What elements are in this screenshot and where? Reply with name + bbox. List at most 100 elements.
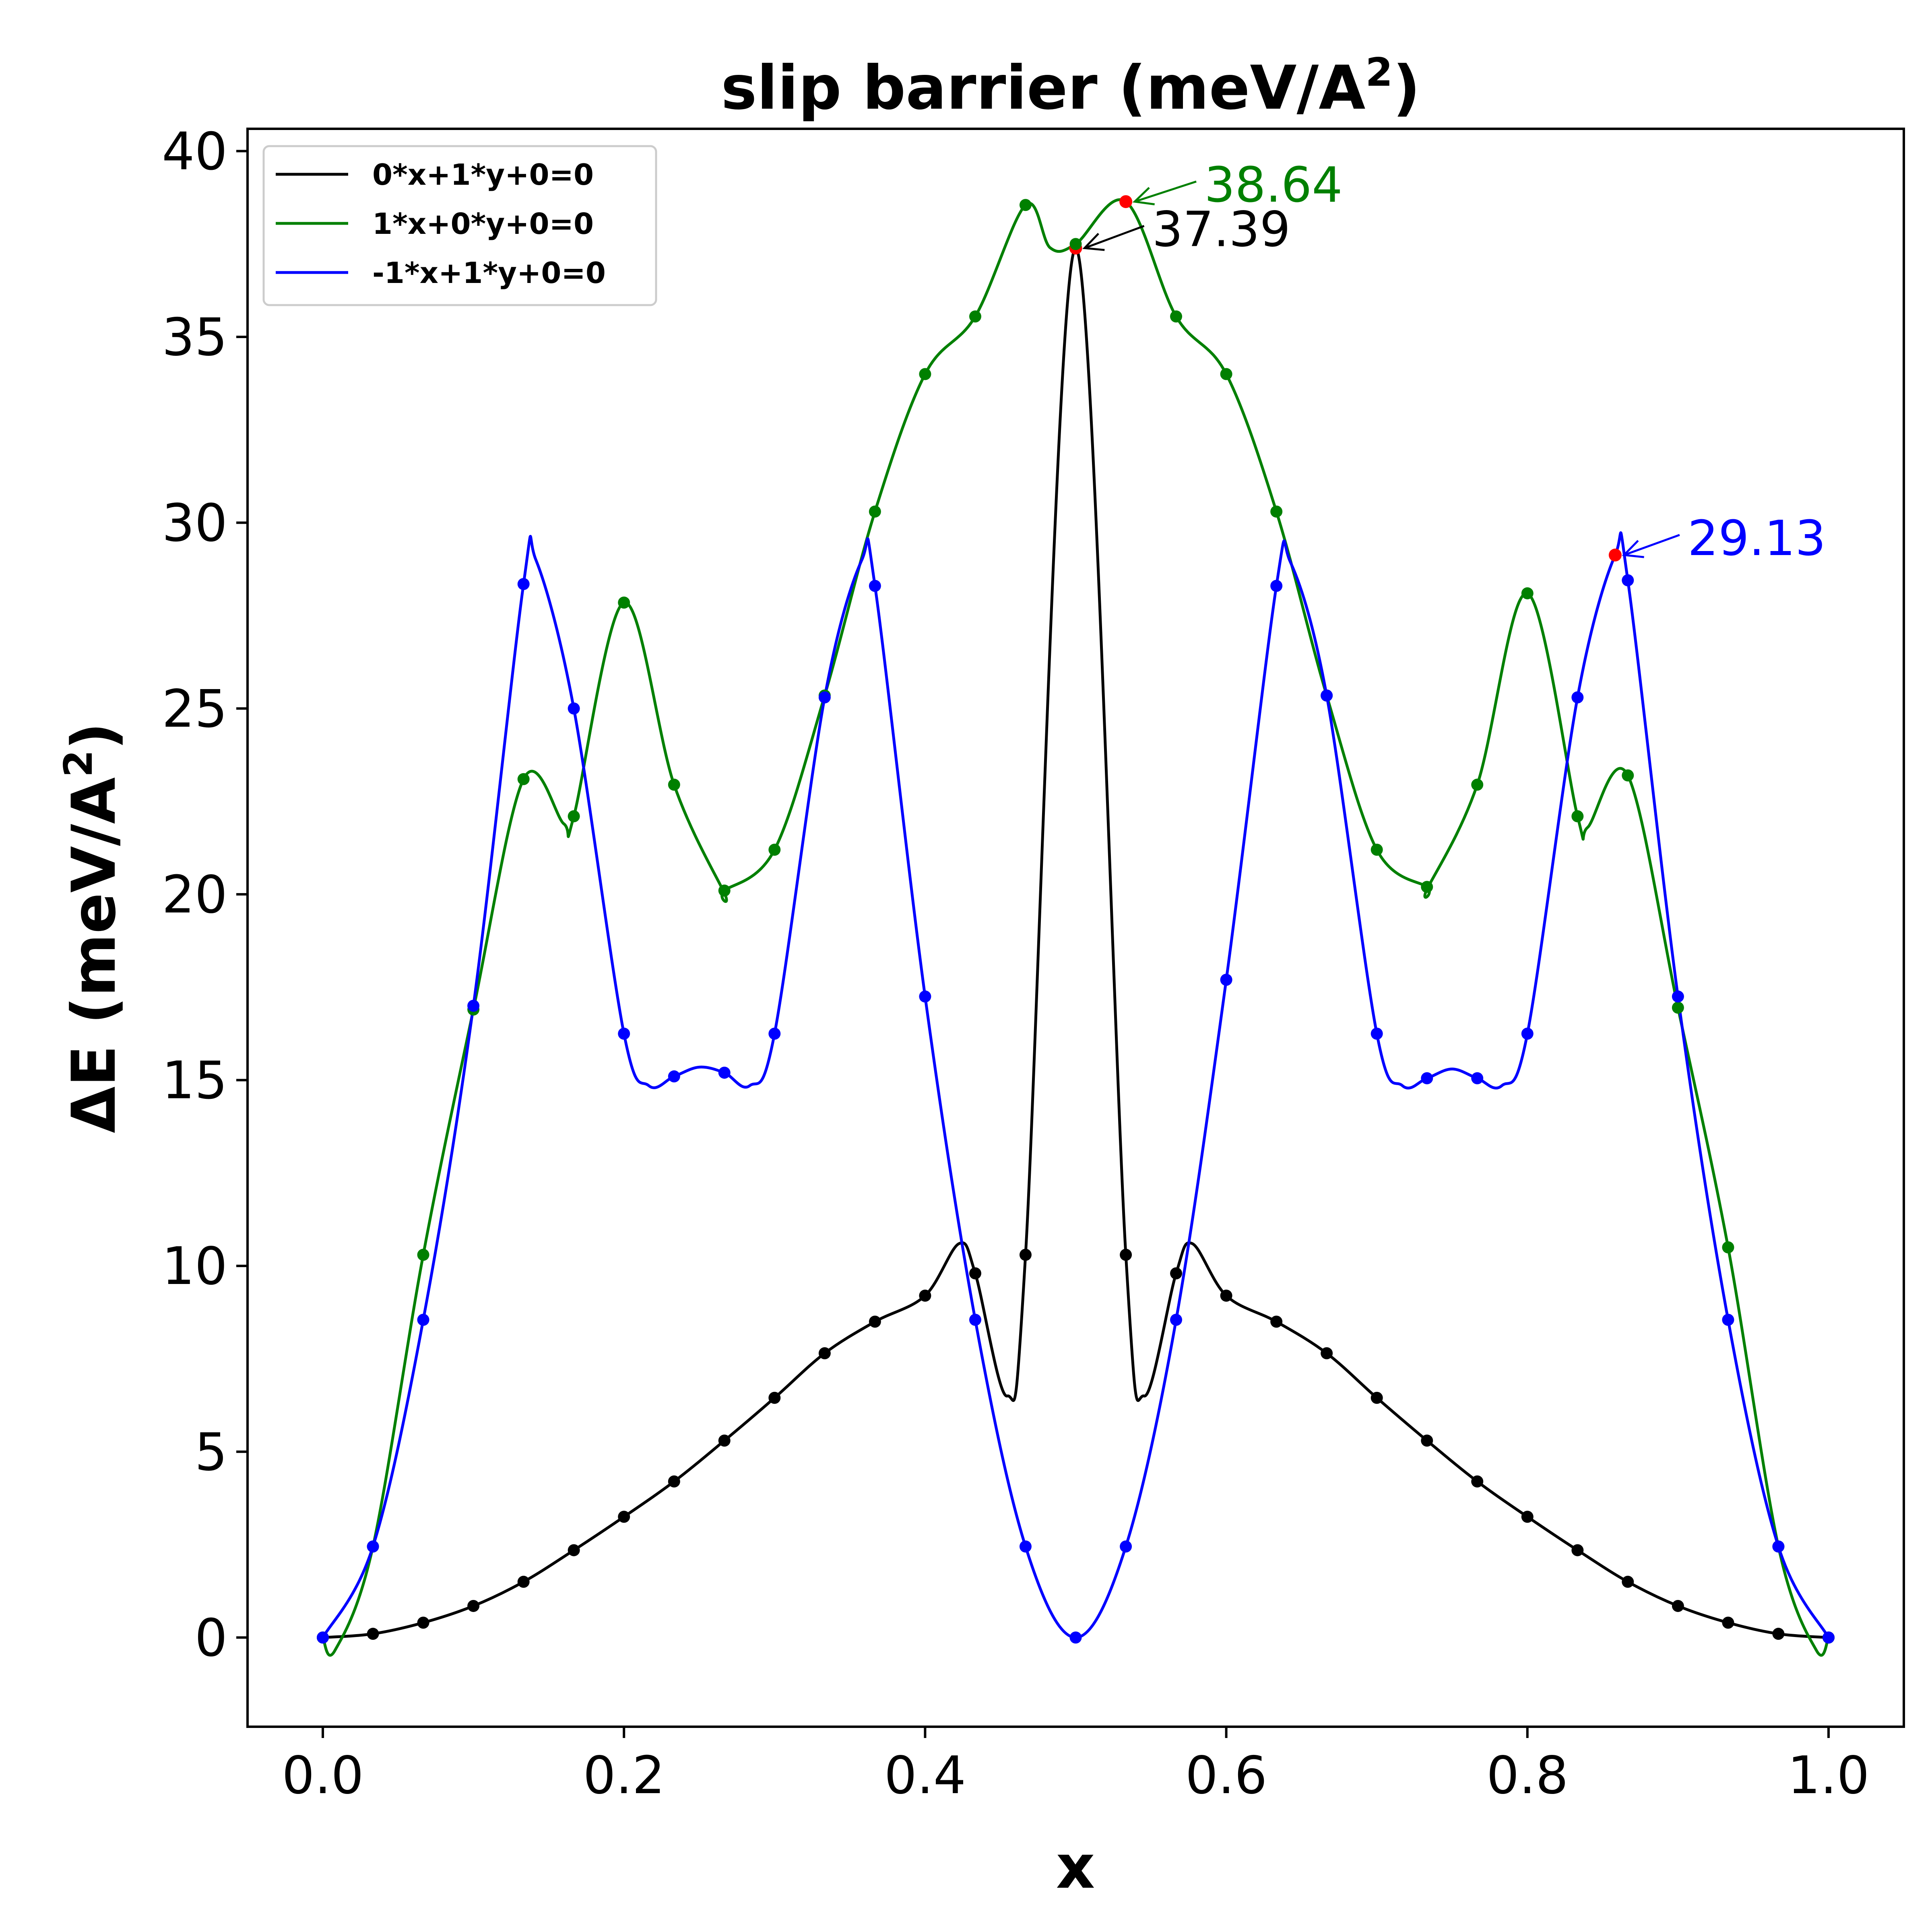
data-point — [517, 578, 530, 590]
data-point — [1220, 368, 1232, 380]
data-point — [568, 1544, 580, 1556]
x-tick-label: 0.4 — [884, 1746, 966, 1806]
annotation-arrow — [1084, 225, 1145, 249]
annotation-arrowhead — [1132, 187, 1155, 206]
data-point — [1120, 1540, 1132, 1553]
y-axis-ticks: 0 5 10 15 20 25 30 35 40 — [162, 122, 248, 1668]
data-point — [1371, 844, 1383, 856]
data-point — [1521, 1028, 1534, 1040]
y-tick-label: 25 — [162, 679, 227, 739]
data-point — [367, 1540, 379, 1553]
y-tick-label: 10 — [162, 1236, 227, 1296]
x-tick-label: 0.6 — [1185, 1746, 1267, 1806]
y-tick-label: 15 — [162, 1051, 227, 1111]
x-tick-label: 0.0 — [282, 1746, 364, 1806]
max-marker — [1119, 195, 1133, 208]
data-point — [417, 1314, 429, 1326]
data-point — [1672, 990, 1684, 1003]
data-point — [1170, 310, 1183, 323]
max-marker — [1608, 548, 1622, 561]
data-point — [1722, 1616, 1734, 1629]
data-point — [1170, 1314, 1183, 1326]
data-point — [1170, 1267, 1183, 1280]
data-point — [618, 597, 630, 609]
marker-layer — [317, 195, 1835, 1644]
data-point — [517, 1575, 530, 1588]
x-tick-label: 0.8 — [1486, 1746, 1569, 1806]
y-tick-label: 20 — [162, 865, 227, 925]
data-point — [417, 1249, 429, 1261]
data-point — [969, 310, 981, 323]
x-axis-title: x — [1056, 1832, 1095, 1902]
data-point — [718, 1067, 731, 1079]
data-point — [818, 1347, 831, 1360]
data-point — [668, 778, 680, 791]
data-point — [718, 1435, 731, 1447]
data-point — [1672, 1600, 1684, 1612]
data-point — [1622, 574, 1634, 586]
legend-label: 1*x+0*y+0=0 — [372, 207, 594, 241]
data-point — [668, 1475, 680, 1488]
data-point — [818, 691, 831, 704]
data-point — [919, 1290, 931, 1302]
data-point — [1321, 689, 1333, 702]
data-point — [568, 702, 580, 715]
data-point — [969, 1267, 981, 1280]
chart-title: slip barrier (meV/A2) — [721, 49, 1420, 123]
annotation-arrow — [1624, 534, 1680, 556]
y-tick-label: 40 — [162, 122, 227, 182]
series-line-1 — [321, 198, 1830, 1657]
data-point — [367, 1628, 379, 1640]
legend-items: 0*x+1*y+0=0 1*x+0*y+0=0 -1*x+1*y+0=0 — [276, 158, 606, 290]
y-tick-label: 0 — [195, 1608, 227, 1668]
data-point — [869, 580, 881, 592]
data-point — [568, 810, 580, 823]
data-point — [467, 999, 480, 1012]
data-point — [969, 1314, 981, 1326]
data-point — [718, 884, 731, 897]
data-point — [1772, 1628, 1785, 1640]
data-point — [1421, 1072, 1433, 1084]
data-point — [1521, 1511, 1534, 1523]
data-point — [1270, 1315, 1283, 1328]
legend: 0*x+1*y+0=0 1*x+0*y+0=0 -1*x+1*y+0=0 — [262, 145, 657, 306]
data-point — [618, 1511, 630, 1523]
data-point — [1822, 1631, 1835, 1644]
data-point — [1019, 199, 1032, 211]
annotation-label: 38.64 — [1204, 157, 1343, 213]
data-point — [517, 773, 530, 785]
data-point — [317, 1631, 329, 1644]
data-point — [1069, 238, 1082, 250]
data-point — [768, 1028, 781, 1040]
data-point — [1622, 769, 1634, 782]
data-point — [1421, 1435, 1433, 1447]
data-point — [1019, 1540, 1032, 1553]
data-point — [1471, 1475, 1484, 1488]
data-point — [1571, 691, 1584, 704]
data-point — [618, 1028, 630, 1040]
y-tick-label: 5 — [195, 1422, 227, 1482]
data-point — [1672, 1001, 1684, 1014]
x-tick-label: 1.0 — [1788, 1746, 1870, 1806]
data-point — [1571, 1544, 1584, 1556]
data-point — [1371, 1391, 1383, 1404]
data-point — [1622, 1575, 1634, 1588]
data-point — [768, 844, 781, 856]
data-point — [1321, 1347, 1333, 1360]
data-point — [869, 505, 881, 518]
data-point — [1471, 1072, 1484, 1084]
plot-frame — [246, 128, 1905, 1728]
y-axis-title: ΔE (meV/A2) — [55, 722, 129, 1133]
annotation-arrowhead — [1622, 540, 1644, 558]
y-tick-label: 30 — [162, 493, 227, 553]
x-tick-label: 0.2 — [583, 1746, 665, 1806]
x-axis-ticks: 0.0 0.2 0.4 0.6 0.8 1.0 — [282, 1727, 1870, 1806]
annotation-label: 37.39 — [1152, 202, 1291, 258]
data-point — [1722, 1314, 1734, 1326]
data-point — [1270, 505, 1283, 518]
data-point — [1019, 1249, 1032, 1261]
data-point — [919, 368, 931, 380]
